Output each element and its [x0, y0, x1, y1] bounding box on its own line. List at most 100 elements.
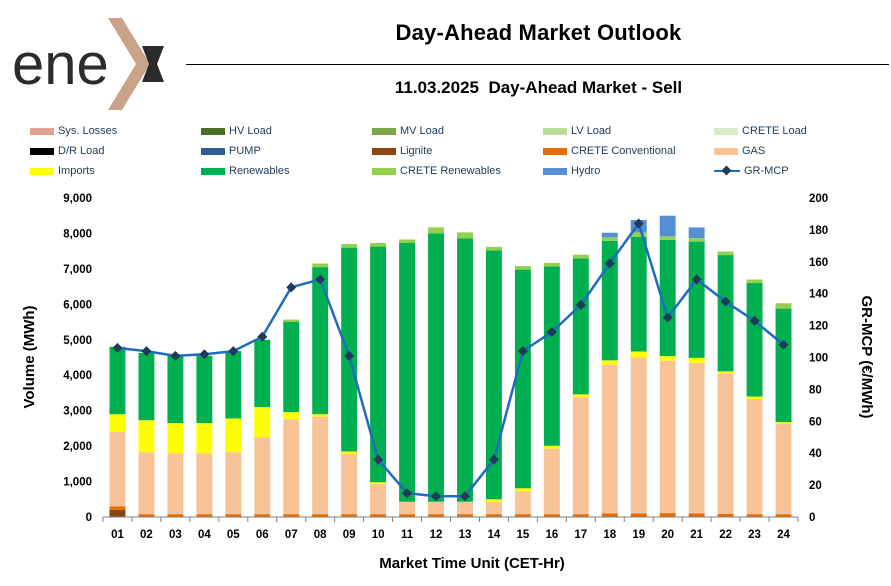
legend-item-crete-renewables: CRETE Renewables: [372, 162, 501, 180]
legend-label: Renewables: [229, 165, 290, 177]
y2-axis-title: GR-MCP (€/MWh): [858, 295, 875, 418]
legend-label: Imports: [58, 165, 95, 177]
mcp-point-04: [199, 349, 210, 360]
chart-subtitle: 11.03.2025 Day-Ahead Market - Sell: [394, 78, 683, 97]
bar-renewables-15: [514, 269, 531, 489]
legend-label: CRETE Conventional: [571, 145, 676, 157]
mcp-point-19: [633, 218, 644, 229]
mcp-point-12: [431, 491, 442, 502]
page-title: Day-Ahead Market Outlook: [395, 20, 682, 45]
bar-crete-conventional-11: [399, 514, 416, 517]
legend-label: CRETE Load: [742, 125, 807, 137]
bar-renewables-13: [457, 238, 473, 502]
bar-imports-14: [485, 499, 502, 502]
bar-crete-conventional-02: [138, 514, 155, 517]
logo-text: ene: [12, 32, 109, 97]
bar-crete-renewables-12: [428, 227, 444, 234]
bar-gas-11: [399, 501, 416, 515]
legend-label: PUMP: [229, 145, 261, 157]
bar-crete-conventional-09: [341, 514, 358, 517]
bar-crete-conventional-20: [659, 513, 676, 517]
bar-crete-renewables-19: [630, 232, 647, 237]
logo-chevron-front: [142, 46, 164, 82]
bar-gas-18: [601, 364, 618, 514]
bar-imports-09: [341, 451, 358, 454]
bar-gas-03: [167, 453, 184, 515]
legend-item-lignite: Lignite: [372, 142, 432, 160]
bar-imports-02: [138, 420, 155, 453]
bar-gas-10: [370, 484, 387, 515]
mcp-point-06: [257, 331, 268, 342]
y2-tick-label: 120: [809, 321, 828, 333]
bar-crete-renewables-14: [485, 246, 502, 251]
bar-crete-conventional-23: [746, 514, 763, 517]
bar-renewables-10: [370, 246, 387, 483]
bar-gas-17: [572, 397, 589, 515]
legend-swatch: [201, 127, 225, 135]
x-tick-label: 07: [285, 529, 298, 541]
bar-renewables-14: [485, 250, 502, 500]
legend-swatch: [201, 167, 225, 175]
mcp-point-22: [720, 296, 731, 307]
x-tick-label: 08: [314, 529, 327, 541]
y2-tick-label: 160: [809, 257, 828, 269]
bar-crete-conventional-16: [543, 514, 560, 517]
bar-renewables-11: [399, 243, 416, 502]
y-tick-label: 5,000: [63, 335, 92, 347]
bar-crete-conventional-07: [283, 514, 300, 517]
bar-crete-conventional-10: [370, 514, 387, 517]
bar-gas-19: [630, 357, 647, 514]
legend-item-d-r-load: D/R Load: [30, 142, 104, 160]
y2-tick-label: 60: [809, 416, 822, 428]
bar-lignite-01: [109, 509, 126, 517]
bar-crete-renewables-21: [688, 238, 705, 242]
y-tick-label: 8,000: [63, 228, 92, 240]
y2-tick-label: 40: [809, 448, 822, 460]
bar-crete-conventional-19: [630, 513, 647, 517]
legend-swatch: [714, 165, 740, 176]
bar-crete-conventional-21: [688, 513, 705, 517]
legend-swatch: [714, 127, 738, 135]
legend-item-crete-conventional: CRETE Conventional: [543, 142, 676, 160]
mcp-point-18: [604, 258, 615, 269]
bar-hydro-18: [601, 232, 618, 238]
chart-legend: Sys. Losses HV Load MV Load LV Load CRETE Lo…: [30, 122, 890, 182]
bar-renewables-23: [746, 283, 763, 397]
legend-item-sys-losses: Sys. Losses: [30, 122, 117, 140]
mcp-line: [117, 222, 785, 498]
bar-renewables-02: [138, 352, 155, 421]
legend-item-hv-load: HV Load: [201, 122, 272, 140]
mcp-point-17: [575, 299, 586, 310]
bar-crete-conventional-03: [167, 514, 184, 517]
mcp-point-01: [112, 342, 123, 353]
bar-imports-08: [312, 414, 329, 417]
mcp-point-03: [170, 350, 181, 361]
mcp-point-09: [344, 350, 355, 361]
bar-crete-renewables-24: [775, 303, 792, 309]
y2-tick-label: 20: [809, 480, 822, 492]
axis-labels-layer: 0 1,000 2,000 3,000 4,000 5,000 6,000 7,000 8,00…: [63, 193, 828, 541]
bar-crete-renewables-08: [312, 263, 329, 268]
bar-imports-01: [109, 414, 126, 432]
bar-gas-06: [254, 437, 271, 515]
legend-label: Lignite: [400, 145, 433, 157]
bar-renewables-01: [109, 346, 126, 415]
bar-renewables-17: [572, 258, 589, 395]
legend-label: Hydro: [571, 165, 601, 177]
bar-imports-24: [775, 422, 792, 424]
bar-crete-conventional-18: [601, 513, 618, 517]
legend-item-renewables: Renewables: [201, 162, 290, 180]
bar-imports-22: [717, 371, 734, 374]
legend-item-lv-load: LV Load: [543, 122, 611, 140]
x-tick-label: 24: [777, 529, 790, 541]
bar-renewables-20: [659, 239, 676, 357]
mcp-point-10: [373, 454, 384, 465]
title-divider: [186, 64, 889, 65]
bar-crete-renewables-17: [572, 254, 589, 259]
bar-crete-renewables-13: [457, 232, 473, 239]
legend-item-hydro: Hydro: [543, 162, 600, 180]
y-axis-title: Volume (MWh): [21, 305, 38, 408]
legend-label: HV Load: [229, 125, 272, 137]
bar-renewables-24: [775, 308, 792, 423]
mcp-line-layer: [112, 218, 789, 502]
